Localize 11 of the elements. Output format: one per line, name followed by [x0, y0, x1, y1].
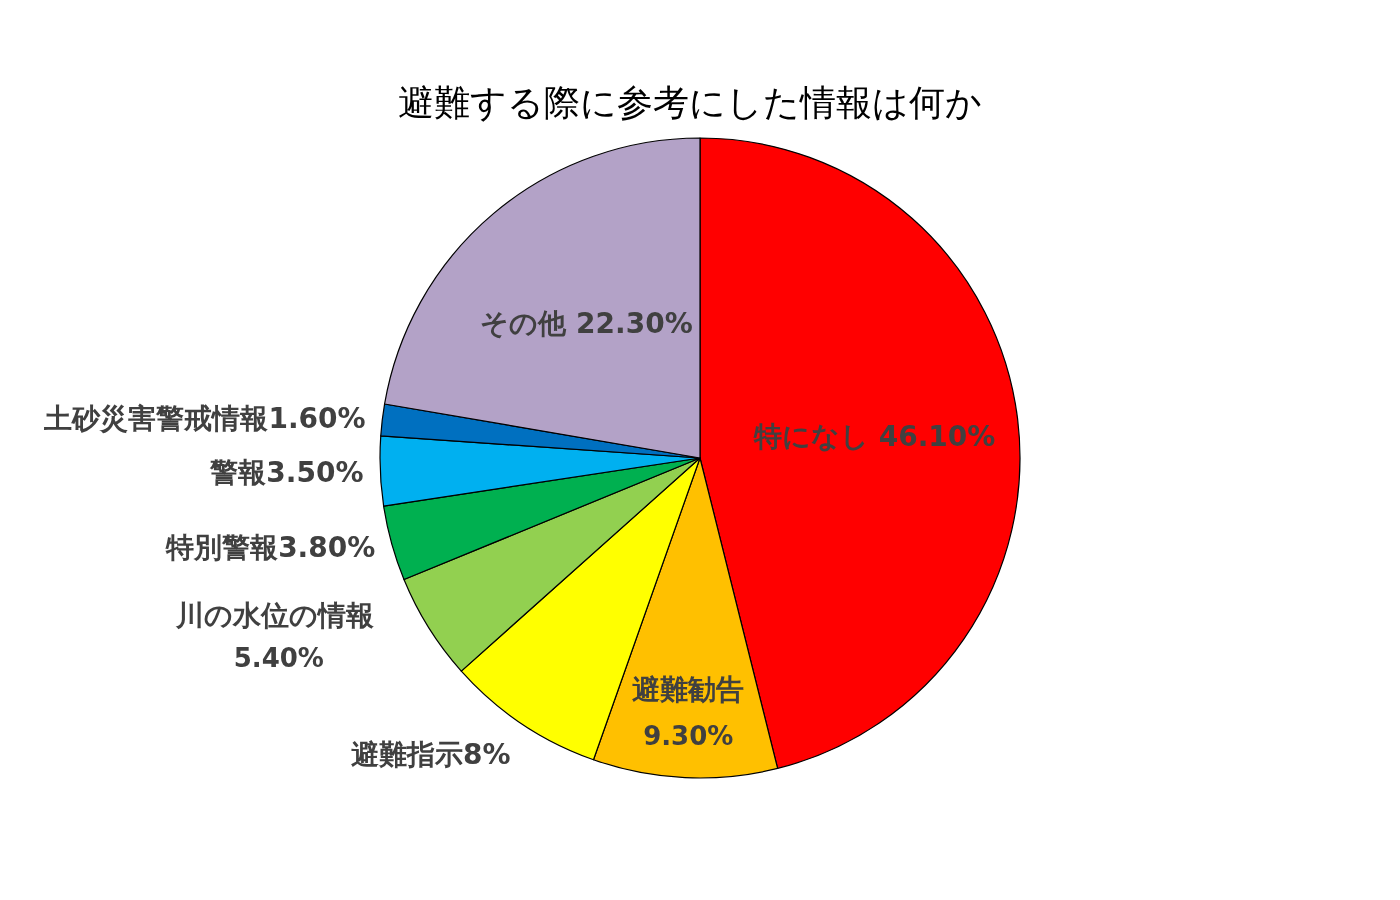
slice-label: 土砂災害警戒情報1.60% [43, 402, 366, 436]
slice-label: 避難勧告 [632, 673, 745, 707]
slice-label: その他 22.30% [480, 307, 693, 341]
data-label: 5.40% [233, 642, 324, 673]
data-label: 9.30% [643, 721, 734, 752]
chart-title: 避難する際に参考にした情報は何か [398, 82, 982, 123]
slice-label: 特になし 46.10% [752, 420, 996, 454]
slice-label: 警報3.50% [209, 455, 364, 489]
slice-label: 避難指示8% [351, 738, 511, 772]
slice-label: 特別警報3.80% [165, 530, 376, 564]
slice-label: 川の水位の情報 [174, 598, 374, 632]
